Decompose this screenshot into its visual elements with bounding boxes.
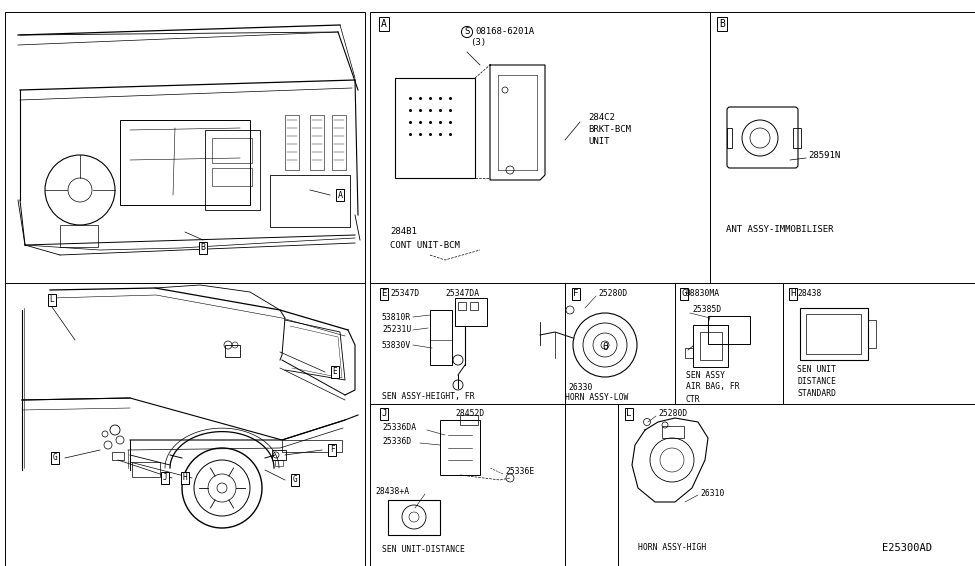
- Bar: [430, 310, 452, 365]
- Bar: [5, 12, 365, 566]
- Text: G: G: [292, 475, 297, 484]
- Bar: [310, 115, 324, 170]
- Text: L: L: [626, 409, 632, 418]
- Text: 25336DA: 25336DA: [382, 423, 416, 432]
- Text: 25336D: 25336D: [382, 436, 411, 445]
- Text: B: B: [720, 19, 725, 29]
- Text: 53810R: 53810R: [382, 312, 411, 321]
- Text: SEN UNIT-DISTANCE: SEN UNIT-DISTANCE: [382, 546, 465, 555]
- Text: F: F: [573, 289, 579, 298]
- Text: F: F: [330, 445, 334, 454]
- Bar: [112, 452, 124, 460]
- Text: G: G: [682, 289, 686, 298]
- Bar: [727, 128, 732, 148]
- Bar: [708, 316, 750, 344]
- Bar: [458, 302, 466, 310]
- Bar: [120, 120, 250, 205]
- Text: SEN ASSY-HEIGHT, FR: SEN ASSY-HEIGHT, FR: [382, 392, 475, 401]
- Text: (3): (3): [470, 38, 487, 48]
- Bar: [212, 168, 252, 186]
- Text: 284C2: 284C2: [588, 114, 615, 122]
- Bar: [370, 12, 975, 566]
- Bar: [868, 320, 876, 348]
- Text: 26310: 26310: [700, 488, 724, 498]
- Text: 26330: 26330: [568, 384, 593, 392]
- Bar: [800, 308, 868, 360]
- Text: 25280D: 25280D: [658, 409, 687, 418]
- Bar: [282, 440, 342, 452]
- Text: 28591N: 28591N: [808, 151, 840, 160]
- Text: 28438: 28438: [797, 289, 821, 298]
- Text: 25347DA: 25347DA: [445, 289, 479, 298]
- Text: CTR: CTR: [686, 395, 701, 404]
- Text: B: B: [201, 243, 206, 252]
- Text: DISTANCE: DISTANCE: [797, 378, 836, 387]
- Text: J: J: [163, 474, 168, 482]
- Bar: [470, 302, 478, 310]
- Text: θ: θ: [603, 342, 608, 352]
- Bar: [212, 138, 252, 163]
- Bar: [440, 420, 480, 475]
- Text: 53830V: 53830V: [382, 341, 411, 349]
- Text: E: E: [381, 289, 387, 298]
- Text: E25300AD: E25300AD: [882, 543, 932, 553]
- Text: S: S: [464, 28, 470, 36]
- Text: ANT ASSY-IMMOBILISER: ANT ASSY-IMMOBILISER: [726, 225, 834, 234]
- Text: J: J: [381, 409, 387, 418]
- Text: H: H: [791, 289, 796, 298]
- Text: CONT UNIT-BCM: CONT UNIT-BCM: [390, 241, 460, 250]
- Text: A: A: [381, 19, 387, 29]
- Text: G: G: [53, 453, 58, 462]
- Bar: [700, 332, 722, 360]
- Text: STANDARD: STANDARD: [797, 389, 836, 398]
- Text: SEN ASSY: SEN ASSY: [686, 371, 725, 379]
- Bar: [205, 130, 260, 210]
- Text: L: L: [50, 295, 55, 305]
- Bar: [275, 460, 283, 466]
- Bar: [272, 450, 286, 460]
- Text: H: H: [182, 474, 187, 482]
- Bar: [332, 115, 346, 170]
- Text: UNIT: UNIT: [588, 138, 609, 147]
- Bar: [132, 462, 160, 477]
- Bar: [793, 128, 801, 148]
- Text: 25385D: 25385D: [692, 306, 722, 315]
- Text: E: E: [332, 367, 337, 376]
- Bar: [395, 78, 475, 178]
- Bar: [460, 415, 478, 425]
- Text: BRKT-BCM: BRKT-BCM: [588, 126, 631, 135]
- Text: 28438+A: 28438+A: [375, 487, 410, 496]
- Bar: [455, 298, 487, 326]
- Text: 98830MA: 98830MA: [686, 289, 721, 298]
- Text: 25336E: 25336E: [505, 468, 534, 477]
- Bar: [285, 115, 299, 170]
- Bar: [225, 345, 240, 357]
- Text: HORN ASSY-HIGH: HORN ASSY-HIGH: [638, 543, 706, 552]
- Text: AIR BAG, FR: AIR BAG, FR: [686, 383, 740, 392]
- Text: HORN ASSY-LOW: HORN ASSY-LOW: [565, 393, 628, 402]
- Bar: [60, 225, 98, 247]
- Bar: [693, 325, 728, 367]
- Bar: [806, 314, 861, 354]
- Text: 08168-6201A: 08168-6201A: [475, 28, 534, 36]
- Bar: [662, 426, 684, 438]
- Text: 28452D: 28452D: [455, 409, 485, 418]
- Text: 25347D: 25347D: [390, 289, 419, 298]
- Text: 284B1: 284B1: [390, 228, 417, 237]
- Bar: [270, 175, 350, 227]
- Bar: [685, 348, 693, 358]
- Text: 25280D: 25280D: [598, 289, 627, 298]
- Text: SEN UNIT: SEN UNIT: [797, 366, 836, 375]
- Text: A: A: [337, 191, 342, 199]
- Text: 25231U: 25231U: [382, 325, 411, 335]
- Bar: [388, 500, 440, 535]
